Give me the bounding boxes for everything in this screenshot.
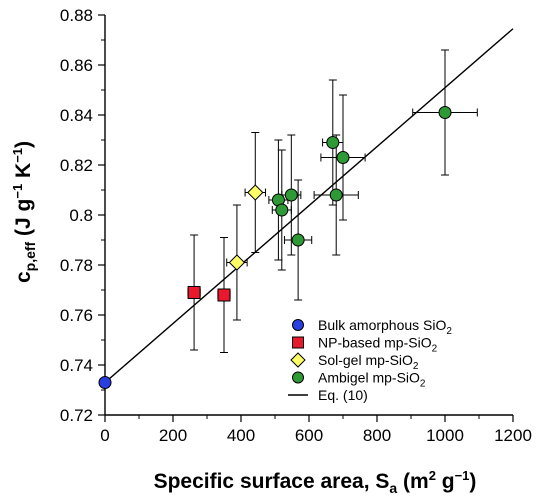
legend-label-sub-1: 2 xyxy=(432,344,438,355)
data-points xyxy=(98,106,452,389)
error-bars xyxy=(187,49,478,353)
legend-label-sub-3: 2 xyxy=(420,379,426,390)
series-3-point-1 xyxy=(275,203,289,217)
y-axis-title: cp,eff (J g−1 K−1) xyxy=(10,141,38,283)
series-2-point-0 xyxy=(228,254,246,271)
series-3-point-6 xyxy=(336,151,350,164)
y-tick-label-3: 0.78 xyxy=(60,256,93,275)
legend-symbol-2 xyxy=(290,352,306,368)
y-tick-label-5: 0.82 xyxy=(60,156,93,175)
series-1-point-1 xyxy=(217,288,231,302)
legend-symbol-0 xyxy=(292,319,304,331)
y-tick-label-8: 0.88 xyxy=(60,6,93,25)
series-2-point-1 xyxy=(247,184,264,201)
y-tick-label-4: 0.8 xyxy=(69,206,93,225)
y-tick-label-1: 0.74 xyxy=(60,356,93,375)
x-tick-label-5: 1000 xyxy=(426,426,464,445)
x-tick-label-1: 200 xyxy=(159,426,187,445)
legend-symbol-1 xyxy=(292,336,304,349)
x-tick-label-6: 1200 xyxy=(494,426,532,445)
series-0-point-0 xyxy=(98,376,112,389)
legend-label-0: Bulk amorphous SiO2 xyxy=(318,317,452,337)
series-3-point-3 xyxy=(291,233,305,247)
legend-label-text-3: Ambigel mp-SiO xyxy=(318,370,420,386)
series-3-point-2 xyxy=(284,188,298,202)
legend-label-2: Sol-gel mp-SiO2 xyxy=(318,352,419,372)
series-1-point-0 xyxy=(187,286,201,299)
legend-symbol-3 xyxy=(292,371,304,384)
axis-ticks: 0 200 400 600 800 1000 1200 0.72 0.74 0.76 0.78 0.8… xyxy=(60,6,532,445)
legend-label-4: Eq. (10) xyxy=(318,387,368,403)
legend-label-text-0: Bulk amorphous SiO xyxy=(318,317,447,333)
x-tick-label-0: 0 xyxy=(100,426,109,445)
y-tick-label-0: 0.72 xyxy=(60,406,93,425)
legend-label-3: Ambigel mp-SiO2 xyxy=(318,370,426,390)
series-3-point-7 xyxy=(438,106,452,119)
series-3-point-5 xyxy=(329,188,343,202)
y-tick-label-6: 0.84 xyxy=(60,106,93,125)
legend-label-text-4: Eq. (10) xyxy=(318,387,368,403)
x-tick-label-3: 600 xyxy=(295,426,323,445)
series-3-point-4 xyxy=(326,136,340,149)
x-tick-label-2: 400 xyxy=(227,426,255,445)
x-axis-title: Specific surface area, Sa (m2 g−1) xyxy=(154,468,477,496)
legend-label-1: NP-based mp-SiO2 xyxy=(318,335,438,355)
x-tick-label-4: 800 xyxy=(363,426,391,445)
legend-label-text-2: Sol-gel mp-SiO xyxy=(318,352,413,368)
legend-label-sub-0: 2 xyxy=(446,326,452,337)
y-tick-label-7: 0.86 xyxy=(60,56,93,75)
legend-label-text-1: NP-based mp-SiO xyxy=(318,335,432,351)
axes-frame xyxy=(104,15,513,416)
y-tick-label-2: 0.76 xyxy=(60,306,93,325)
legend-label-sub-2: 2 xyxy=(413,361,419,372)
